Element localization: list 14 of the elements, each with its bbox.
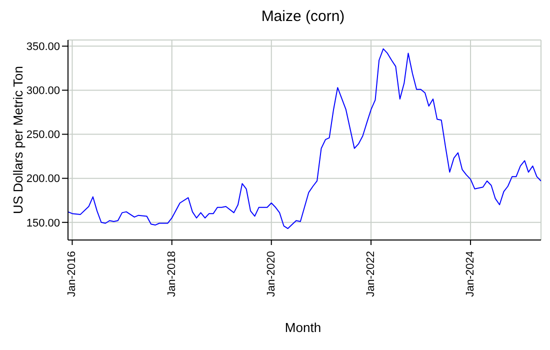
y-tick-label: 200.00 (26, 173, 60, 186)
x-tick-label: Jan-2018 (166, 251, 178, 297)
y-tick-label: 150.00 (26, 217, 60, 230)
y-tick-label: 300.00 (26, 85, 60, 98)
y-tick-label: 250.00 (26, 129, 60, 142)
x-axis-title: Month (284, 320, 322, 335)
line-series (68, 48, 541, 230)
x-tick-label: Jan-2022 (365, 251, 378, 297)
y-tick-label: 350.00 (26, 41, 60, 54)
x-tick-label: Jan-2020 (265, 251, 278, 297)
x-tick-label: Jan-2024 (464, 251, 477, 297)
chart-title: Maize (corn) (260, 8, 346, 25)
x-tick-label: Jan-2016 (66, 251, 78, 297)
y-axis-title: US Dollars per Metric Ton (10, 66, 26, 214)
